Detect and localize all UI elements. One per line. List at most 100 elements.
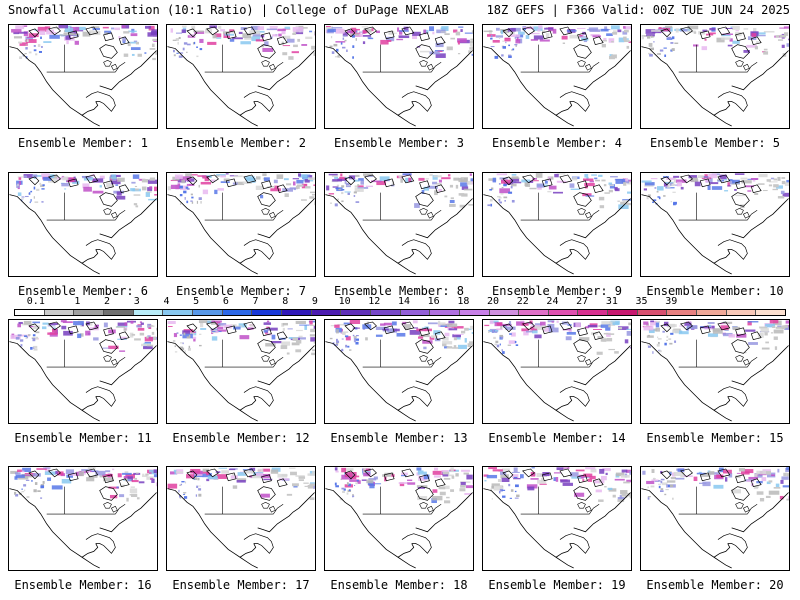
ensemble-map-panel <box>640 172 790 277</box>
ensemble-member-label: Ensemble Member: 6 <box>17 284 149 298</box>
snowfall-shading <box>170 25 315 60</box>
colorbar-segment <box>311 310 342 315</box>
colorbar-tick-label: 24 <box>546 296 559 307</box>
snowfall-colorbar <box>14 309 786 316</box>
colorbar-segment <box>459 310 490 315</box>
ensemble-map-panel <box>482 24 632 129</box>
ensemble-map-panel <box>8 466 158 571</box>
snowfall-shading <box>484 320 631 355</box>
colorbar-segment <box>667 310 698 315</box>
colorbar-tick-labels: 0.1 1 2 3 4 5 6 7 8 9 10 12 14 16 18 20 22 24 27 31 35 39 <box>14 296 786 309</box>
snowfall-shading <box>325 25 473 59</box>
colorbar-segment <box>281 310 312 315</box>
north-america-map <box>167 173 315 276</box>
ensemble-map-panel <box>640 24 790 129</box>
ensemble-member-label: Ensemble Member: 9 <box>491 284 623 298</box>
ensemble-member-label: Ensemble Member: 15 <box>646 431 784 445</box>
ensemble-map-panel <box>482 172 632 277</box>
colorbar-segment <box>192 310 223 315</box>
colorbar-tick-label: 2 <box>104 296 111 307</box>
ensemble-member-label: Ensemble Member: 14 <box>488 431 626 445</box>
colorbar-segment <box>370 310 401 315</box>
north-america-map <box>483 25 631 128</box>
north-america-map <box>9 25 157 128</box>
snowfall-shading <box>16 173 157 208</box>
ensemble-member-label: Ensemble Member: 3 <box>333 136 465 150</box>
snowfall-shading <box>167 173 315 206</box>
ensemble-member-label: Ensemble Member: 17 <box>172 578 310 592</box>
ensemble-member-label: Ensemble Member: 20 <box>646 578 784 592</box>
north-america-map <box>641 25 789 128</box>
colorbar-tick-label: 35 <box>635 296 648 307</box>
snowfall-shading <box>11 25 157 61</box>
colorbar-tick-label: 0.1 <box>26 296 45 307</box>
colorbar-segment <box>519 310 549 315</box>
ensemble-map-panel <box>8 172 158 277</box>
ensemble-map-panel <box>8 24 158 129</box>
ensemble-map-panel <box>324 319 474 424</box>
snowfall-shading <box>326 173 473 208</box>
colorbar-tick-label: 12 <box>368 296 381 307</box>
north-america-map <box>325 320 473 423</box>
ensemble-map-panel <box>482 319 632 424</box>
colorbar-segment <box>400 310 431 315</box>
colorbar-tick-label: 3 <box>133 296 140 307</box>
north-america-map <box>483 320 631 423</box>
ensemble-map-panel <box>482 466 632 571</box>
colorbar-segment <box>697 310 727 315</box>
snowfall-shading <box>641 173 789 209</box>
ensemble-map-panel <box>324 466 474 571</box>
snowfall-shading <box>329 320 473 352</box>
north-america-map <box>641 173 789 276</box>
colorbar-segment <box>637 310 668 315</box>
ensemble-map-panel <box>640 319 790 424</box>
ensemble-member-label: Ensemble Member: 13 <box>330 431 468 445</box>
colorbar-segment <box>430 310 460 315</box>
ensemble-member-label: Ensemble Member: 2 <box>175 136 307 150</box>
model-run-label: 18Z GEFS | F366 Valid: 00Z TUE JUN 24 20… <box>486 3 790 17</box>
colorbar-tick-label: 22 <box>516 296 529 307</box>
ensemble-map-panel <box>166 319 316 424</box>
ensemble-map-panel <box>640 466 790 571</box>
ensemble-map-panel <box>166 466 316 571</box>
ensemble-member-label: Ensemble Member: 10 <box>646 284 784 298</box>
ensemble-map-panel <box>8 319 158 424</box>
ensemble-member-label: Ensemble Member: 4 <box>491 136 623 150</box>
colorbar-tick-label: 4 <box>163 296 170 307</box>
ensemble-map-panel <box>324 24 474 129</box>
ensemble-member-label: Ensemble Member: 5 <box>649 136 781 150</box>
ensemble-member-label: Ensemble Member: 16 <box>14 578 152 592</box>
colorbar-segment <box>252 310 282 315</box>
colorbar-segment <box>756 310 786 315</box>
ensemble-member-label: Ensemble Member: 12 <box>172 431 310 445</box>
ensemble-map-panel <box>324 172 474 277</box>
chart-title: Snowfall Accumulation (10:1 Ratio) | Col… <box>8 3 449 17</box>
colorbar-segment <box>489 310 520 315</box>
snowfall-shading <box>487 173 631 210</box>
snowfall-shading <box>334 467 473 504</box>
ensemble-member-label: Ensemble Member: 19 <box>488 578 626 592</box>
ensemble-member-label: Ensemble Member: 8 <box>333 284 465 298</box>
colorbar-segment <box>133 310 164 315</box>
ensemble-member-label: Ensemble Member: 18 <box>330 578 468 592</box>
ensemble-member-label: Ensemble Member: 1 <box>17 136 149 150</box>
north-america-map <box>325 467 473 570</box>
north-america-map <box>167 25 315 128</box>
colorbar-tick-label: 8 <box>282 296 289 307</box>
colorbar-segment <box>163 310 193 315</box>
colorbar-tick-label: 1 <box>74 296 81 307</box>
north-america-map <box>483 173 631 276</box>
colorbar-tick-label: 18 <box>457 296 470 307</box>
colorbar-tick-label: 16 <box>427 296 440 307</box>
snowfall-shading <box>10 467 157 502</box>
colorbar-segment <box>726 310 757 315</box>
colorbar-segment <box>15 310 45 315</box>
colorbar-tick-label: 7 <box>252 296 259 307</box>
colorbar-segment <box>103 310 134 315</box>
colorbar-tick-label: 10 <box>338 296 351 307</box>
north-america-map <box>483 467 631 570</box>
colorbar-tick-label: 9 <box>311 296 318 307</box>
colorbar-segment <box>578 310 609 315</box>
colorbar-tick-label: 5 <box>193 296 200 307</box>
north-america-map <box>325 25 473 128</box>
